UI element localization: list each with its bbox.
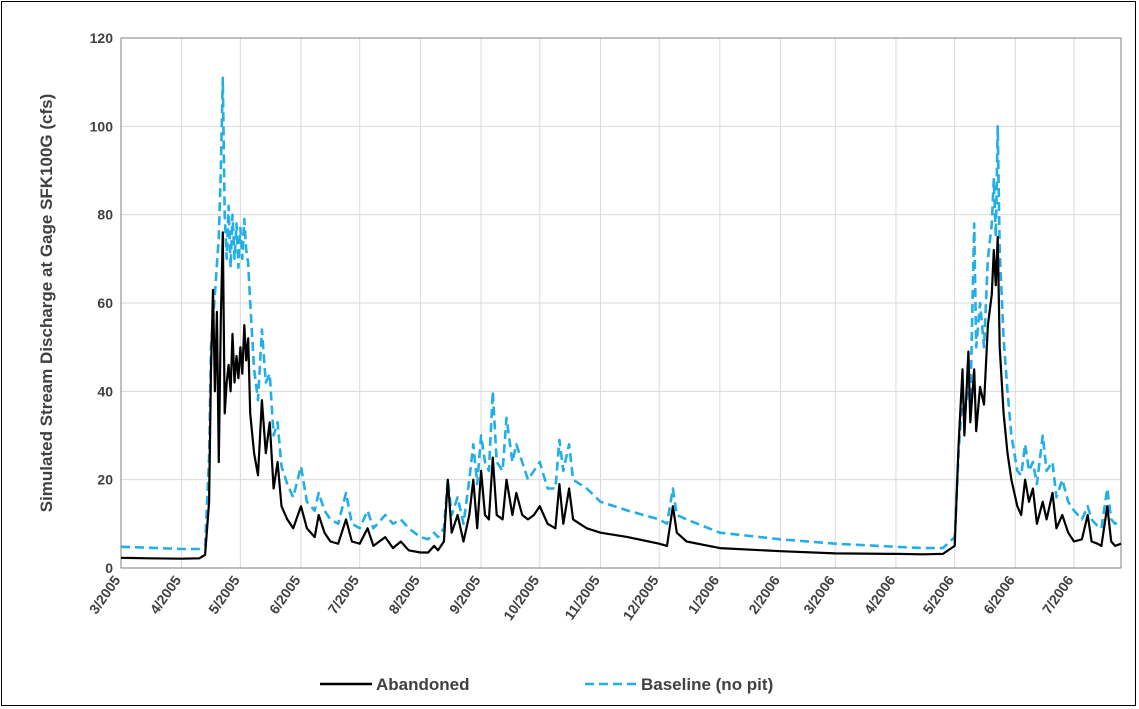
y-tick-label: 120 [90, 30, 114, 46]
x-tick-label: 3/2006 [800, 572, 838, 616]
legend: Abandoned Baseline (no pit) [320, 675, 773, 694]
legend-label: Baseline (no pit) [641, 675, 773, 694]
x-tick-label: 3/2005 [86, 572, 124, 616]
series-line-baseline [120, 76, 1122, 551]
y-axis-label: Simulated Stream Discharge at Gage SFK10… [37, 94, 56, 513]
x-tick-label: 6/2005 [266, 572, 304, 616]
x-tick-label: 10/2005 [500, 572, 542, 623]
y-tick-label: 0 [105, 560, 113, 576]
y-axis-ticks: 0 20 40 60 80 100 120 [90, 30, 114, 576]
legend-label: Abandoned [376, 675, 470, 694]
y-tick-label: 100 [90, 118, 114, 134]
y-tick-label: 60 [97, 295, 113, 311]
series-line-abandoned [120, 231, 1122, 560]
x-tick-label: 4/2006 [861, 572, 899, 616]
x-tick-label: 2/2006 [745, 572, 783, 616]
x-tick-label: 7/2006 [1039, 572, 1077, 616]
y-tick-label: 40 [97, 383, 113, 399]
x-tick-label: 9/2005 [446, 572, 484, 616]
x-tick-label: 6/2006 [980, 572, 1018, 616]
x-tick-label: 1/2006 [685, 572, 723, 616]
gridlines [120, 37, 1121, 569]
x-tick-label: 7/2005 [325, 572, 363, 616]
x-tick-label: 11/2005 [561, 572, 603, 622]
series-layer [120, 76, 1122, 560]
plot-area [120, 37, 1122, 569]
x-tick-label: 5/2005 [205, 572, 243, 616]
x-tick-label: 5/2006 [919, 572, 957, 616]
x-tick-label: 8/2005 [385, 572, 423, 616]
x-axis-ticks: 3/2005 4/2005 5/2005 6/2005 7/2005 8/2005 9/20… [86, 572, 1077, 623]
y-tick-label: 20 [97, 472, 113, 488]
x-tick-label: 4/2005 [146, 572, 184, 616]
y-tick-label: 80 [97, 207, 113, 223]
x-tick-label: 12/2005 [619, 572, 661, 623]
